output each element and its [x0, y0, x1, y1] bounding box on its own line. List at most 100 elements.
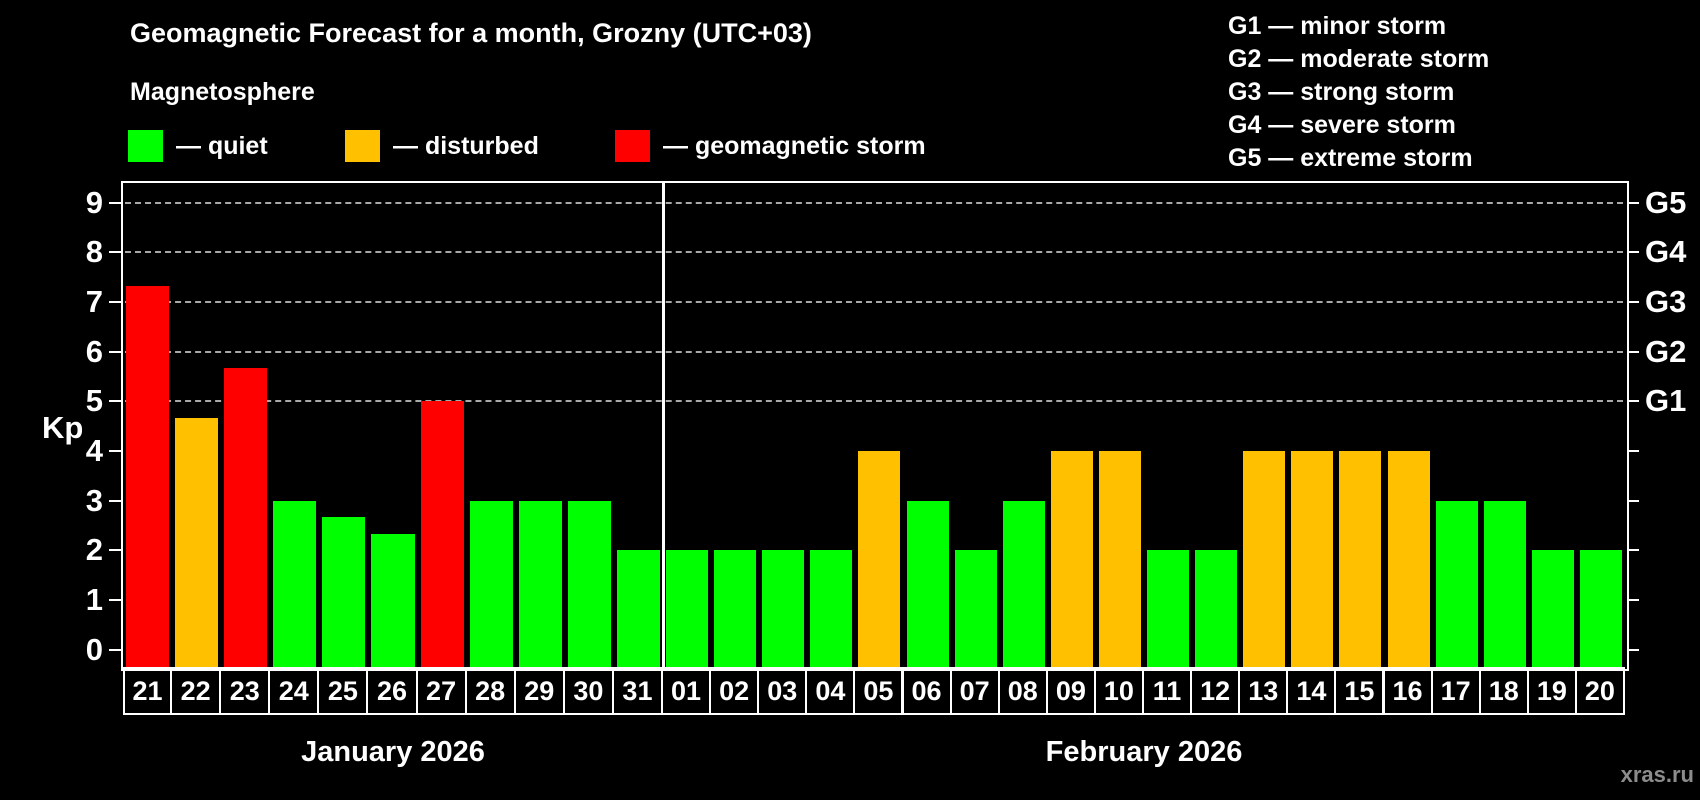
left-tick-1 — [109, 598, 121, 601]
day-label-cell: 10 — [1093, 667, 1144, 715]
day-label-cell: 17 — [1430, 667, 1481, 715]
kp-bar-day-15 — [1339, 451, 1382, 667]
day-label-cell: 23 — [219, 667, 271, 715]
legend-item-quiet: — quiet — [128, 126, 268, 166]
y-tick-label-7: 7 — [85, 284, 103, 320]
day-label-cell: 28 — [464, 667, 516, 715]
kp-bar-day-02 — [714, 550, 757, 667]
storm-color-swatch — [615, 130, 650, 162]
gridline-kp-9 — [125, 201, 1623, 204]
left-tick-4 — [109, 450, 121, 453]
day-label-cell: 01 — [661, 667, 712, 715]
kp-bar-day-12 — [1195, 550, 1238, 667]
y-tick-label-2: 2 — [85, 532, 103, 568]
right-tick-8 — [1627, 251, 1639, 254]
kp-bar-day-01 — [666, 550, 709, 667]
day-label-cell: 13 — [1238, 667, 1289, 715]
right-tick-1 — [1627, 598, 1639, 601]
legend-item-disturbed: — disturbed — [345, 126, 539, 166]
right-axis-label-G4: G4 — [1645, 234, 1687, 270]
right-axis-label-G3: G3 — [1645, 284, 1687, 320]
g-legend-line: G1 — minor storm — [1228, 12, 1447, 40]
kp-bar-day-16 — [1387, 451, 1430, 667]
kp-bar-day-09 — [1050, 451, 1093, 667]
kp-bar-day-31 — [616, 550, 660, 667]
kp-bar-day-08 — [1002, 500, 1045, 667]
kp-bar-day-26 — [371, 533, 415, 667]
right-tick-3 — [1627, 499, 1639, 502]
y-tick-label-3: 3 — [85, 482, 103, 518]
y-tick-label-6: 6 — [85, 333, 103, 369]
y-tick-label-4: 4 — [85, 433, 103, 469]
watermark: xras.ru — [1620, 762, 1694, 787]
month-separator — [662, 183, 665, 667]
left-tick-6 — [109, 350, 121, 353]
gridline-kp-7 — [125, 301, 1623, 304]
kp-bar-day-24 — [273, 500, 317, 667]
kp-bar-day-22 — [175, 417, 219, 667]
kp-bar-day-06 — [906, 500, 949, 667]
left-tick-0 — [109, 648, 121, 651]
g-legend-line: G3 — strong storm — [1228, 78, 1455, 106]
left-tick-9 — [109, 201, 121, 204]
kp-bar-day-10 — [1098, 451, 1141, 667]
legend-label-disturbed: — disturbed — [393, 131, 539, 160]
quiet-color-swatch — [128, 130, 163, 162]
kp-bar-day-28 — [469, 500, 513, 667]
day-label-cell: 09 — [1045, 667, 1096, 715]
right-tick-4 — [1627, 450, 1639, 453]
kp-bar-day-05 — [858, 451, 901, 667]
day-label-cell: 12 — [1190, 667, 1241, 715]
day-label-cell: 02 — [709, 667, 760, 715]
kp-bar-day-23 — [224, 368, 268, 667]
gridline-kp-8 — [125, 251, 1623, 254]
kp-bar-day-04 — [810, 550, 853, 667]
y-axis-label: Kp — [42, 410, 84, 445]
legend-label-storm: — geomagnetic storm — [663, 131, 926, 160]
kp-bar-day-25 — [322, 517, 366, 667]
right-tick-7 — [1627, 301, 1639, 304]
day-label-cell: 04 — [805, 667, 856, 715]
y-tick-label-1: 1 — [85, 581, 103, 617]
day-label-cell: 16 — [1382, 667, 1433, 715]
g-legend-line: G4 — severe storm — [1228, 111, 1456, 139]
kp-bar-day-19 — [1531, 550, 1574, 667]
day-label-cell: 29 — [513, 667, 565, 715]
y-tick-label-5: 5 — [85, 383, 103, 419]
day-label-cell: 18 — [1478, 667, 1529, 715]
day-label-cell: 21 — [123, 667, 173, 715]
right-tick-2 — [1627, 549, 1639, 552]
kp-bar-day-11 — [1147, 550, 1190, 667]
left-tick-2 — [109, 549, 121, 552]
disturbed-color-swatch — [345, 130, 380, 162]
kp-bar-day-20 — [1579, 550, 1622, 667]
day-label-cell: 30 — [562, 667, 614, 715]
right-tick-5 — [1627, 400, 1639, 403]
day-label-cell: 11 — [1142, 667, 1193, 715]
left-tick-3 — [109, 499, 121, 502]
right-tick-0 — [1627, 648, 1639, 651]
month-label: January 2026 — [301, 736, 485, 768]
left-tick-8 — [109, 251, 121, 254]
day-label-cell: 03 — [757, 667, 808, 715]
right-axis-label-G2: G2 — [1645, 333, 1687, 369]
month-label: February 2026 — [1045, 736, 1243, 768]
gridline-kp-5 — [125, 400, 1623, 403]
day-label-cell: 27 — [415, 667, 467, 715]
day-label-cell: 07 — [949, 667, 1000, 715]
right-tick-6 — [1627, 350, 1639, 353]
kp-bar-day-07 — [954, 550, 997, 667]
y-tick-label-8: 8 — [85, 234, 103, 270]
kp-bar-day-14 — [1291, 451, 1334, 667]
right-axis-label-G5: G5 — [1645, 184, 1687, 220]
day-label-cell: 05 — [853, 667, 904, 715]
gridline-kp-6 — [125, 350, 1623, 353]
right-tick-9 — [1627, 201, 1639, 204]
kp-bar-day-03 — [762, 550, 805, 667]
kp-bar-day-30 — [567, 500, 611, 667]
day-label-cell: 15 — [1334, 667, 1385, 715]
day-label-cell: 25 — [317, 667, 369, 715]
g-legend-line: G5 — extreme storm — [1228, 144, 1473, 172]
day-label-cell: 31 — [611, 667, 663, 715]
